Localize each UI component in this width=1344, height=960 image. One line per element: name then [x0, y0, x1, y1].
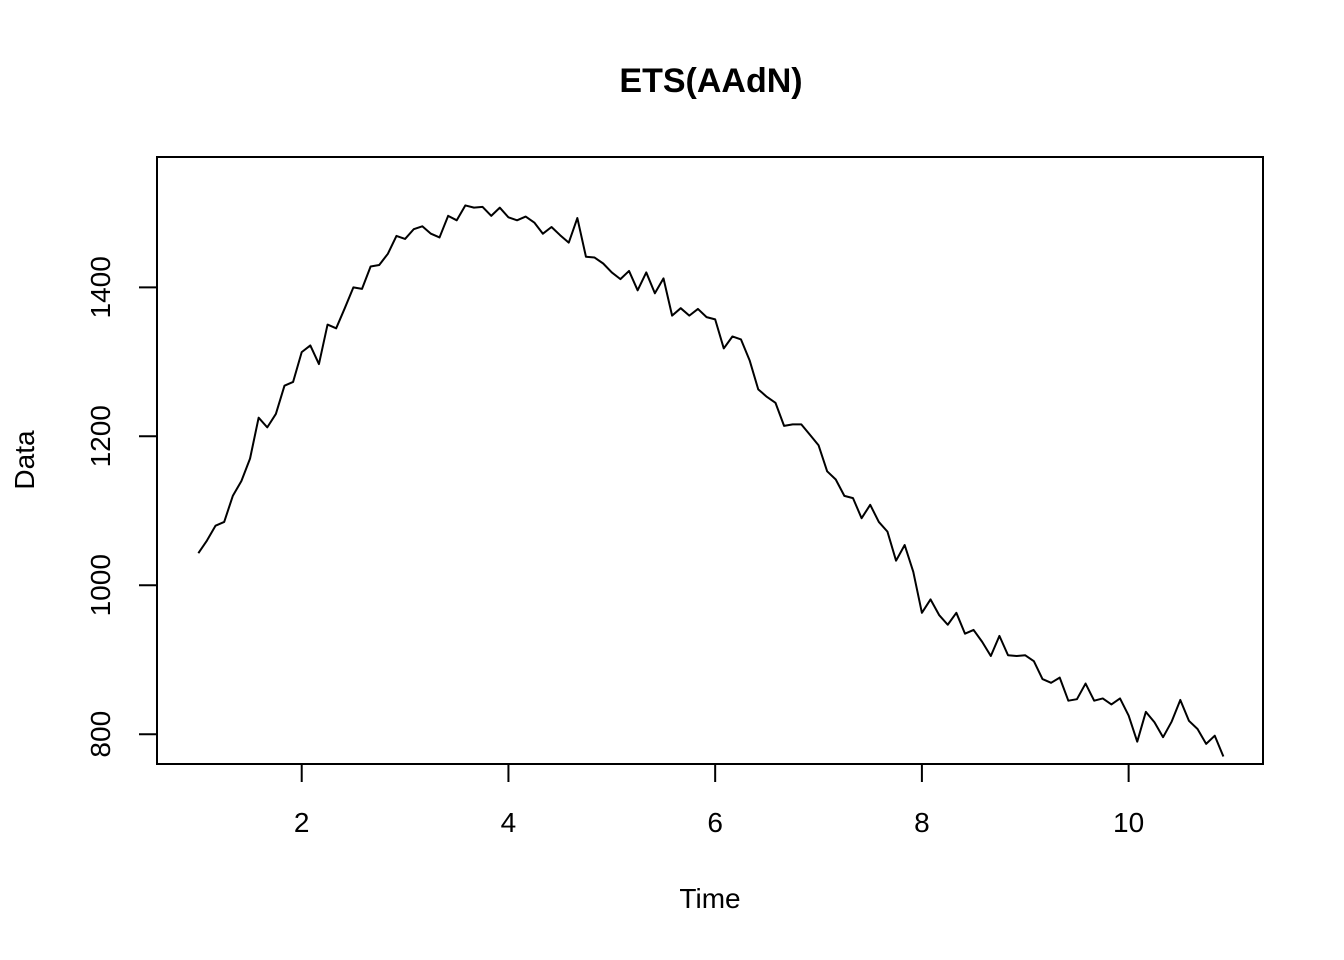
x-tick-label: 2 — [294, 807, 310, 838]
y-tick-label: 1400 — [85, 256, 116, 318]
y-tick-label: 800 — [85, 711, 116, 758]
x-axis-label: Time — [679, 883, 740, 914]
x-tick-label: 10 — [1113, 807, 1144, 838]
series-line-0 — [197, 204, 1225, 757]
plot-series — [197, 204, 1225, 757]
y-tick-label: 1200 — [85, 405, 116, 467]
plot-frame — [156, 156, 1264, 765]
y-axis: 800 1000 1200 1400 — [85, 256, 158, 758]
chart-title: ETS(AAdN) — [619, 62, 802, 100]
x-tick-label: 8 — [914, 807, 930, 838]
y-axis-label: Data — [9, 430, 40, 490]
y-tick-label: 1000 — [85, 554, 116, 616]
x-axis: 2 4 6 8 10 — [294, 763, 1144, 838]
x-tick-label: 6 — [707, 807, 723, 838]
x-tick-label: 4 — [501, 807, 517, 838]
